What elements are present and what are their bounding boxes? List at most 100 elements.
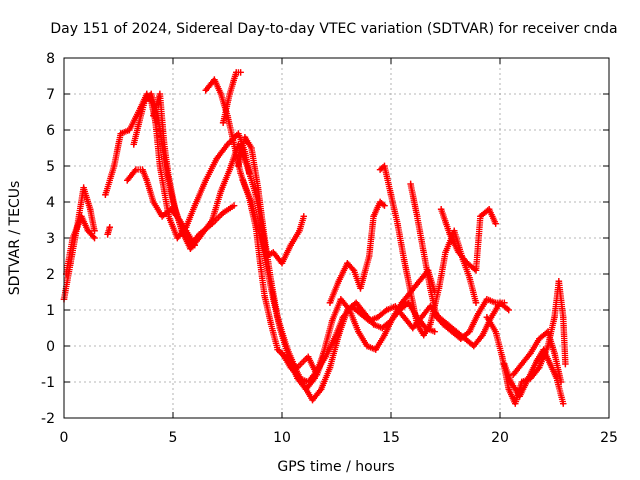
data-point <box>102 191 109 198</box>
y-tick-label: 6 <box>46 123 55 139</box>
data-point <box>91 234 98 242</box>
data-point <box>239 177 246 184</box>
data-point <box>130 141 137 148</box>
data-point <box>156 90 164 98</box>
data-point <box>389 314 397 321</box>
data-point <box>457 335 464 342</box>
data-point <box>437 206 445 213</box>
data-point <box>431 328 438 335</box>
data-series <box>60 69 569 407</box>
data-point <box>156 162 164 170</box>
series-arc-16 <box>437 206 499 274</box>
series-arc-12 <box>278 299 512 386</box>
data-point <box>557 378 565 386</box>
series-arc-9 <box>219 69 244 126</box>
data-point <box>313 368 321 375</box>
data-point <box>355 328 362 335</box>
data-point <box>485 206 493 213</box>
data-point <box>372 346 379 353</box>
data-point <box>339 314 347 321</box>
data-point <box>276 324 284 332</box>
data-point <box>413 213 421 220</box>
data-point <box>152 119 159 126</box>
data-point <box>492 328 499 335</box>
data-point <box>466 328 473 335</box>
data-point <box>158 213 166 220</box>
data-point <box>126 126 133 134</box>
series-arc-17 <box>483 278 569 407</box>
data-point <box>202 177 209 184</box>
data-point <box>84 227 92 234</box>
data-point <box>217 90 225 98</box>
y-tick-label: 0 <box>46 339 55 355</box>
data-point <box>498 353 506 360</box>
data-point <box>195 231 203 238</box>
data-point <box>150 112 157 119</box>
data-point <box>248 198 255 206</box>
data-point <box>191 242 198 249</box>
data-point <box>501 360 508 368</box>
data-point <box>466 274 473 281</box>
x-tick-label: 5 <box>169 430 178 446</box>
x-tick-label: 20 <box>491 430 509 446</box>
data-point <box>326 364 334 371</box>
data-point <box>374 314 382 321</box>
data-point <box>448 328 456 335</box>
y-tick-label: 8 <box>46 51 55 67</box>
data-point <box>492 220 499 227</box>
data-point <box>270 249 277 256</box>
data-point <box>381 202 388 209</box>
data-point <box>350 267 358 274</box>
data-point <box>211 76 218 83</box>
data-point <box>544 342 552 350</box>
data-point <box>243 162 251 170</box>
x-axis-label: GPS time / hours <box>277 459 394 475</box>
x-tick-label: 25 <box>600 430 618 446</box>
data-point <box>400 314 408 321</box>
data-point <box>451 227 458 234</box>
y-tick-label: 7 <box>46 87 55 103</box>
data-point <box>165 173 172 180</box>
data-point <box>383 306 390 314</box>
data-point <box>257 234 264 242</box>
data-point <box>470 342 478 350</box>
data-point <box>536 364 543 371</box>
data-point <box>91 227 98 234</box>
data-point <box>104 231 111 238</box>
data-point <box>516 393 523 400</box>
data-point <box>376 198 384 206</box>
data-point <box>525 375 532 382</box>
data-point <box>455 249 462 256</box>
data-point <box>150 198 157 206</box>
data-point <box>366 252 373 260</box>
data-point <box>263 263 270 270</box>
data-point <box>357 285 364 292</box>
data-point <box>161 141 168 148</box>
data-point <box>230 202 238 209</box>
data-point <box>379 324 386 332</box>
data-point <box>492 299 499 306</box>
data-point <box>416 278 423 285</box>
data-point <box>420 249 427 256</box>
y-tick-label: -2 <box>41 411 55 427</box>
data-point <box>176 216 183 224</box>
x-tick-label: 15 <box>382 430 400 446</box>
data-point <box>427 321 434 328</box>
data-point <box>78 213 85 220</box>
data-point <box>555 278 563 285</box>
data-point <box>472 299 480 306</box>
y-tick-label: -1 <box>41 375 55 391</box>
data-point <box>165 213 172 220</box>
data-point <box>237 170 244 177</box>
data-point <box>270 296 277 303</box>
series-markers <box>326 198 388 306</box>
data-point <box>477 213 484 220</box>
y-axis-label: SDTVAR / TECUs <box>7 181 23 296</box>
data-point <box>124 177 131 184</box>
data-point <box>209 220 216 227</box>
data-point <box>501 299 508 306</box>
data-point <box>420 332 427 339</box>
data-point <box>80 184 87 191</box>
data-point <box>472 267 480 274</box>
